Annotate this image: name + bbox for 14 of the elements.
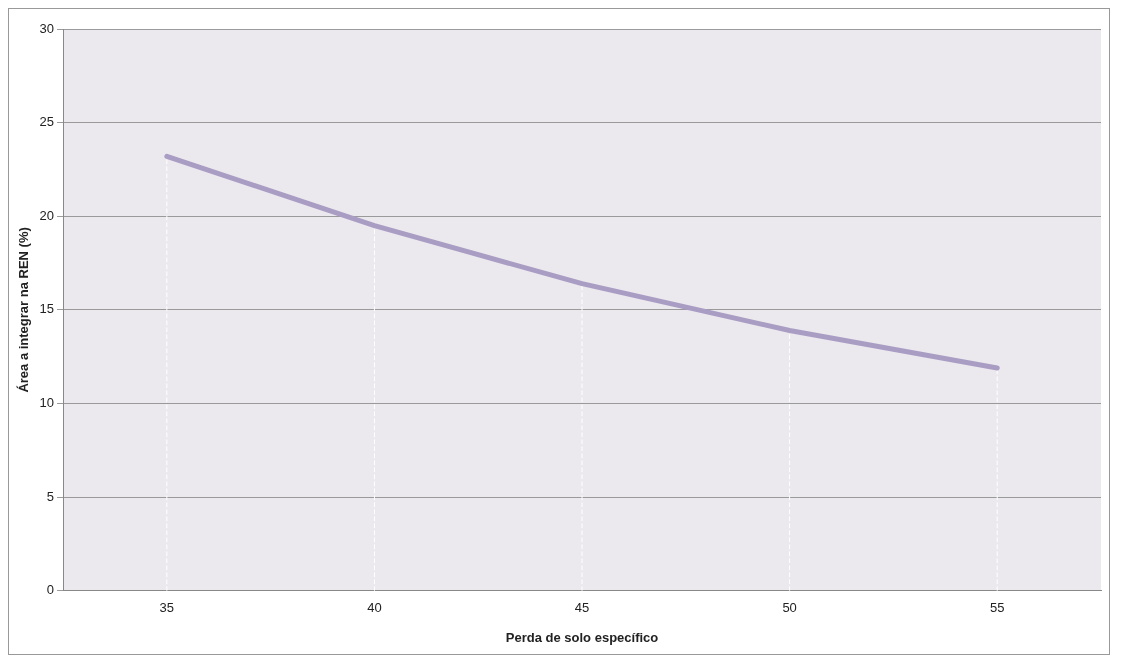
x-tick-label: 40 bbox=[367, 600, 382, 616]
y-tick-label: 5 bbox=[46, 488, 55, 504]
x-axis-title: Perda de solo específico bbox=[505, 629, 659, 645]
x-tick-label: 50 bbox=[782, 600, 797, 616]
x-tick-label: 35 bbox=[159, 600, 175, 616]
x-tick-label: 45 bbox=[574, 600, 590, 616]
y-axis-title: Área a integrar na REN (%) bbox=[16, 227, 32, 393]
y-tick-label: 30 bbox=[39, 20, 55, 36]
y-tick-label: 10 bbox=[39, 395, 55, 411]
y-tick-label: 0 bbox=[46, 582, 55, 598]
y-tick-label: 15 bbox=[39, 301, 55, 317]
y-tick-label: 20 bbox=[39, 207, 55, 223]
y-tick-label: 25 bbox=[39, 114, 55, 130]
x-tick-label: 55 bbox=[989, 600, 1005, 616]
